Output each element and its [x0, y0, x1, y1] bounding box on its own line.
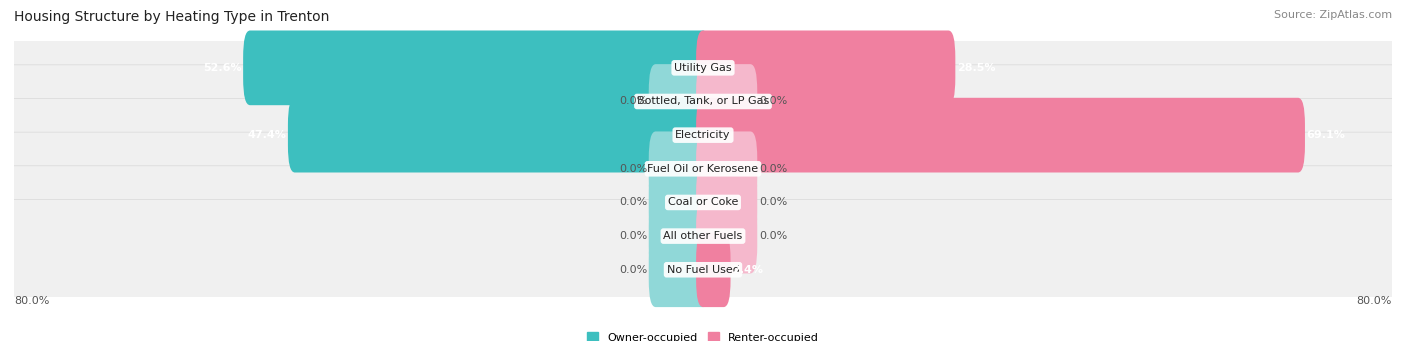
Text: Fuel Oil or Kerosene: Fuel Oil or Kerosene [647, 164, 759, 174]
FancyBboxPatch shape [648, 199, 710, 273]
FancyBboxPatch shape [648, 131, 710, 206]
FancyBboxPatch shape [1, 132, 1405, 273]
FancyBboxPatch shape [1, 166, 1405, 307]
Text: 0.0%: 0.0% [619, 197, 647, 207]
FancyBboxPatch shape [243, 30, 710, 105]
FancyBboxPatch shape [696, 165, 758, 240]
Text: Electricity: Electricity [675, 130, 731, 140]
Text: 28.5%: 28.5% [957, 63, 995, 73]
Text: Coal or Coke: Coal or Coke [668, 197, 738, 207]
Text: Source: ZipAtlas.com: Source: ZipAtlas.com [1274, 10, 1392, 20]
Text: All other Fuels: All other Fuels [664, 231, 742, 241]
Text: 0.0%: 0.0% [619, 265, 647, 275]
Text: 0.0%: 0.0% [619, 164, 647, 174]
Text: 80.0%: 80.0% [1357, 296, 1392, 306]
Text: 0.0%: 0.0% [759, 164, 787, 174]
Legend: Owner-occupied, Renter-occupied: Owner-occupied, Renter-occupied [582, 328, 824, 341]
Text: 0.0%: 0.0% [759, 231, 787, 241]
Text: 47.4%: 47.4% [247, 130, 287, 140]
Text: 52.6%: 52.6% [202, 63, 242, 73]
FancyBboxPatch shape [1, 199, 1405, 340]
FancyBboxPatch shape [1, 0, 1405, 138]
FancyBboxPatch shape [1, 31, 1405, 172]
Text: 69.1%: 69.1% [1306, 130, 1346, 140]
FancyBboxPatch shape [696, 64, 758, 139]
Text: Housing Structure by Heating Type in Trenton: Housing Structure by Heating Type in Tre… [14, 10, 329, 24]
FancyBboxPatch shape [1, 65, 1405, 205]
FancyBboxPatch shape [696, 233, 731, 307]
Text: 0.0%: 0.0% [619, 231, 647, 241]
FancyBboxPatch shape [648, 233, 710, 307]
Text: Utility Gas: Utility Gas [675, 63, 731, 73]
FancyBboxPatch shape [648, 165, 710, 240]
FancyBboxPatch shape [696, 30, 955, 105]
FancyBboxPatch shape [696, 199, 758, 273]
Text: 2.4%: 2.4% [733, 265, 763, 275]
FancyBboxPatch shape [648, 64, 710, 139]
Text: 80.0%: 80.0% [14, 296, 49, 306]
FancyBboxPatch shape [288, 98, 710, 173]
FancyBboxPatch shape [1, 99, 1405, 239]
Text: 0.0%: 0.0% [759, 97, 787, 106]
Text: No Fuel Used: No Fuel Used [666, 265, 740, 275]
FancyBboxPatch shape [696, 98, 1305, 173]
FancyBboxPatch shape [696, 131, 758, 206]
Text: Bottled, Tank, or LP Gas: Bottled, Tank, or LP Gas [637, 97, 769, 106]
Text: 0.0%: 0.0% [619, 97, 647, 106]
Text: 0.0%: 0.0% [759, 197, 787, 207]
